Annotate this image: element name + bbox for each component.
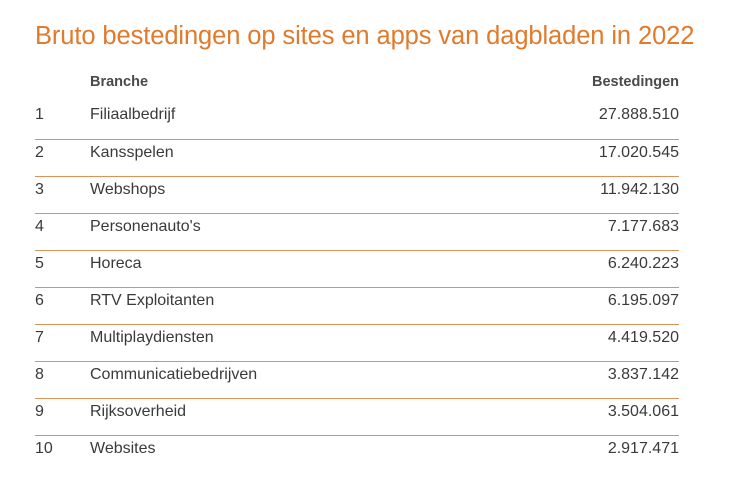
row-rank: 10 [35, 440, 53, 457]
row-bestedingen: 2.917.471 [607, 440, 679, 457]
table-row: 9 Rijksoverheid 3.504.061 [35, 398, 679, 435]
row-bestedingen: 11.942.130 [600, 181, 679, 198]
row-branche: Horeca [90, 255, 142, 272]
page-title: Bruto bestedingen op sites en apps van d… [35, 22, 695, 50]
row-bestedingen: 3.504.061 [607, 403, 679, 420]
row-branche: RTV Exploitanten [90, 292, 215, 309]
row-bestedingen: 17.020.545 [598, 144, 679, 161]
row-branche: Rijksoverheid [90, 403, 187, 420]
row-branche: Personenauto's [90, 218, 201, 235]
row-rank: 8 [35, 366, 44, 383]
row-rank: 2 [35, 144, 44, 161]
table-row: 8 Communicatiebedrijven 3.837.142 [35, 361, 679, 398]
row-bestedingen: 6.240.223 [607, 255, 679, 272]
row-branche: Multiplaydiensten [90, 329, 214, 346]
table-row: 5 Horeca 6.240.223 [35, 250, 679, 287]
row-rank: 9 [35, 403, 44, 420]
column-header-branche: Branche [90, 74, 149, 90]
row-bestedingen: 4.419.520 [607, 329, 679, 346]
row-rank: 7 [35, 329, 44, 346]
row-bestedingen: 27.888.510 [598, 106, 679, 123]
table-row: 3 Webshops 11.942.130 [35, 176, 679, 213]
row-branche: Filiaalbedrijf [90, 106, 176, 123]
row-branche: Kansspelen [90, 144, 174, 161]
table-header: Branche Bestedingen [35, 64, 679, 102]
row-bestedingen: 7.177.683 [607, 218, 679, 235]
table-row: 2 Kansspelen 17.020.545 [35, 139, 679, 176]
row-rank: 3 [35, 181, 44, 198]
table-row: 4 Personenauto's 7.177.683 [35, 213, 679, 250]
spending-table: Branche Bestedingen 1 Filiaalbedrijf 27.… [35, 64, 679, 472]
table-row: 10 Websites 2.917.471 [35, 435, 679, 472]
row-rank: 6 [35, 292, 44, 309]
row-branche: Communicatiebedrijven [90, 366, 258, 383]
row-branche: Websites [90, 440, 156, 457]
table-row: 1 Filiaalbedrijf 27.888.510 [35, 102, 679, 139]
row-branche: Webshops [90, 181, 166, 198]
table-row: 6 RTV Exploitanten 6.195.097 [35, 287, 679, 324]
table-row: 7 Multiplaydiensten 4.419.520 [35, 324, 679, 361]
row-rank: 1 [35, 106, 44, 123]
row-rank: 5 [35, 255, 44, 272]
row-bestedingen: 3.837.142 [607, 366, 679, 383]
row-rank: 4 [35, 218, 44, 235]
row-bestedingen: 6.195.097 [607, 292, 679, 309]
column-header-bestedingen: Bestedingen [591, 74, 679, 90]
